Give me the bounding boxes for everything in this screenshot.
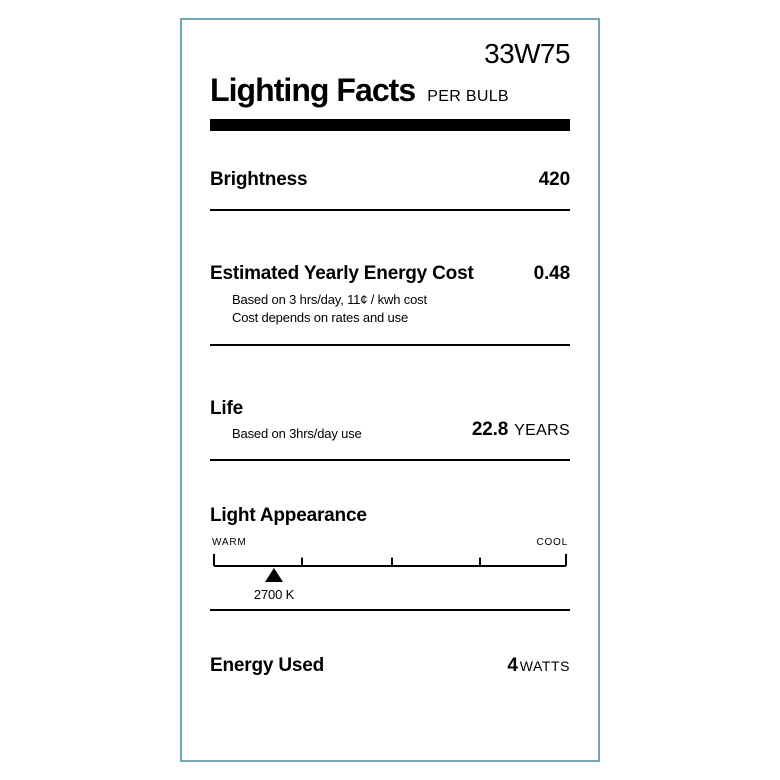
kelvin-label: 2700 K <box>254 587 294 602</box>
energy-cost-label: Estimated Yearly Energy Cost <box>210 263 474 285</box>
energy-used-section: Energy Used 4WATTS <box>210 655 570 677</box>
divider <box>210 609 570 611</box>
energy-used-unit: WATTS <box>520 658 570 674</box>
energy-cost-note-line1: Based on 3 hrs/day, 11¢ / kwh cost <box>232 291 570 309</box>
appearance-label: Light Appearance <box>210 505 570 527</box>
title-row: Lighting Facts PER BULB <box>210 72 570 109</box>
life-value: 22.8 YEARS <box>472 419 570 441</box>
scale-axis <box>210 550 570 586</box>
warm-label: WARM <box>212 537 247 548</box>
subtitle: PER BULB <box>427 88 509 106</box>
brightness-section: Brightness 420 <box>210 169 570 211</box>
divider <box>210 344 570 346</box>
life-section: Life Based on 3hrs/day use 22.8 YEARS <box>210 398 570 461</box>
appearance-section: Light Appearance WARM COOL 2700 K <box>210 505 570 611</box>
brightness-label: Brightness <box>210 169 307 191</box>
energy-cost-note: Based on 3 hrs/day, 11¢ / kwh cost Cost … <box>232 291 570 326</box>
energy-cost-note-line2: Cost depends on rates and use <box>232 309 570 327</box>
life-value-num: 22.8 <box>472 419 508 440</box>
model-code: 33W75 <box>210 38 570 70</box>
energy-cost-section: Estimated Yearly Energy Cost 0.48 Based … <box>210 263 570 346</box>
divider <box>210 459 570 461</box>
title: Lighting Facts <box>210 72 415 109</box>
energy-used-value: 4WATTS <box>507 655 570 677</box>
life-note: Based on 3hrs/day use <box>232 426 362 441</box>
life-value-unit: YEARS <box>514 422 570 439</box>
thick-rule <box>210 119 570 131</box>
energy-used-num: 4 <box>507 655 517 676</box>
energy-cost-value: 0.48 <box>534 263 570 285</box>
brightness-value: 420 <box>539 169 570 191</box>
lighting-facts-panel: 33W75 Lighting Facts PER BULB Brightness… <box>180 18 600 762</box>
color-temp-scale: WARM COOL 2700 K <box>210 537 570 603</box>
divider <box>210 209 570 211</box>
life-label: Life <box>210 398 362 420</box>
cool-label: COOL <box>536 537 568 548</box>
energy-used-label: Energy Used <box>210 655 324 677</box>
